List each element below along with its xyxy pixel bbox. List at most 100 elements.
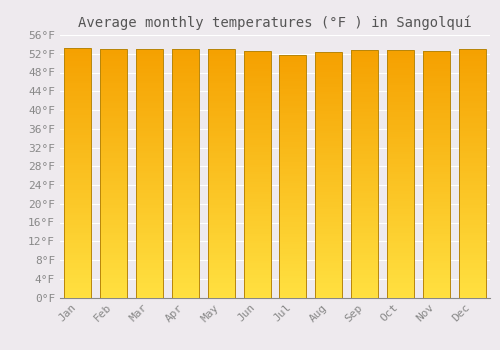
- Bar: [458, 173, 485, 176]
- Bar: [100, 76, 127, 78]
- Bar: [280, 268, 306, 271]
- Bar: [387, 253, 414, 255]
- Bar: [280, 145, 306, 147]
- Bar: [280, 137, 306, 140]
- Bar: [136, 166, 163, 168]
- Bar: [316, 185, 342, 187]
- Bar: [387, 206, 414, 209]
- Bar: [423, 283, 450, 285]
- Bar: [387, 68, 414, 70]
- Bar: [136, 61, 163, 64]
- Bar: [316, 258, 342, 261]
- Bar: [458, 108, 485, 111]
- Bar: [387, 191, 414, 194]
- Bar: [280, 278, 306, 280]
- Bar: [100, 223, 127, 225]
- Bar: [280, 264, 306, 266]
- Bar: [100, 150, 127, 153]
- Bar: [100, 186, 127, 188]
- Bar: [100, 235, 127, 238]
- Bar: [136, 250, 163, 253]
- Bar: [387, 159, 414, 162]
- Bar: [244, 268, 270, 271]
- Bar: [423, 261, 450, 263]
- Bar: [351, 250, 378, 253]
- Bar: [387, 204, 414, 206]
- Bar: [387, 278, 414, 280]
- Bar: [423, 251, 450, 253]
- Bar: [387, 186, 414, 189]
- Bar: [387, 167, 414, 169]
- Bar: [423, 96, 450, 98]
- Bar: [64, 131, 92, 133]
- Bar: [100, 205, 127, 208]
- Bar: [387, 73, 414, 75]
- Bar: [64, 105, 92, 108]
- Bar: [64, 116, 92, 118]
- Bar: [136, 78, 163, 81]
- Bar: [351, 50, 378, 298]
- Bar: [316, 70, 342, 72]
- Bar: [208, 56, 234, 58]
- Bar: [387, 189, 414, 191]
- Bar: [280, 152, 306, 154]
- Bar: [208, 228, 234, 230]
- Bar: [100, 161, 127, 163]
- Bar: [423, 51, 450, 298]
- Bar: [244, 177, 270, 179]
- Bar: [100, 203, 127, 205]
- Bar: [64, 285, 92, 288]
- Bar: [172, 113, 199, 116]
- Bar: [244, 142, 270, 145]
- Bar: [100, 258, 127, 260]
- Bar: [172, 265, 199, 268]
- Bar: [458, 146, 485, 148]
- Bar: [64, 210, 92, 213]
- Bar: [208, 121, 234, 123]
- Bar: [458, 56, 485, 58]
- Bar: [351, 211, 378, 213]
- Bar: [423, 174, 450, 177]
- Bar: [172, 215, 199, 218]
- Bar: [280, 116, 306, 118]
- Bar: [351, 282, 378, 285]
- Bar: [458, 128, 485, 131]
- Bar: [387, 90, 414, 92]
- Bar: [458, 190, 485, 193]
- Bar: [100, 243, 127, 245]
- Bar: [280, 176, 306, 178]
- Bar: [208, 74, 234, 76]
- Bar: [172, 240, 199, 243]
- Bar: [351, 186, 378, 188]
- Bar: [244, 283, 270, 285]
- Bar: [423, 238, 450, 241]
- Bar: [280, 113, 306, 116]
- Bar: [172, 131, 199, 133]
- Bar: [387, 162, 414, 164]
- Bar: [64, 98, 92, 100]
- Bar: [172, 278, 199, 280]
- Bar: [423, 199, 450, 202]
- Bar: [172, 153, 199, 156]
- Bar: [136, 215, 163, 218]
- Bar: [458, 268, 485, 270]
- Bar: [458, 220, 485, 223]
- Bar: [280, 123, 306, 125]
- Bar: [316, 256, 342, 258]
- Bar: [172, 285, 199, 288]
- Bar: [100, 123, 127, 126]
- Bar: [458, 248, 485, 250]
- Bar: [208, 66, 234, 69]
- Bar: [136, 235, 163, 238]
- Bar: [280, 241, 306, 244]
- Bar: [136, 190, 163, 193]
- Bar: [351, 55, 378, 57]
- Bar: [387, 92, 414, 95]
- Bar: [64, 243, 92, 245]
- Bar: [387, 265, 414, 268]
- Bar: [136, 96, 163, 98]
- Bar: [136, 238, 163, 240]
- Bar: [100, 118, 127, 121]
- Bar: [458, 156, 485, 158]
- Bar: [172, 253, 199, 255]
